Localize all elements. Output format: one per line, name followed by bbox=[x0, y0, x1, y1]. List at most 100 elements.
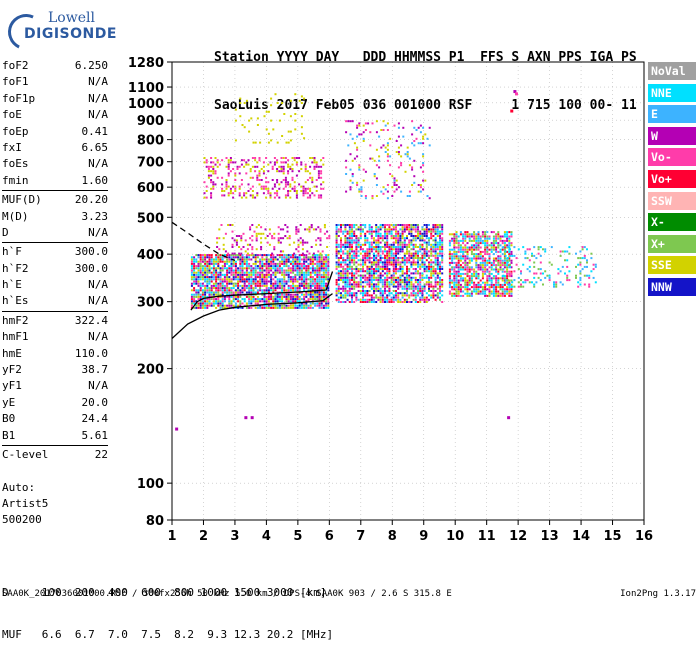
echo-point bbox=[255, 226, 258, 229]
echo-point bbox=[278, 287, 281, 290]
echo-point bbox=[459, 250, 462, 253]
echo-point bbox=[265, 196, 268, 199]
echo-point bbox=[260, 185, 263, 188]
echo-point bbox=[325, 293, 328, 296]
echo-point bbox=[276, 168, 279, 170]
echo-point bbox=[464, 268, 467, 271]
echo-point bbox=[470, 275, 473, 278]
echo-point bbox=[366, 270, 369, 273]
echo-point bbox=[355, 261, 358, 264]
echo-point bbox=[265, 300, 268, 303]
echo-point bbox=[280, 168, 283, 170]
echo-point bbox=[293, 187, 296, 190]
echo-point bbox=[195, 276, 198, 279]
echo-point bbox=[276, 141, 279, 144]
echo-point bbox=[300, 161, 303, 164]
echo-point bbox=[375, 195, 378, 197]
echo-point bbox=[255, 237, 258, 240]
echo-point bbox=[484, 235, 487, 238]
echo-point bbox=[348, 301, 351, 303]
echo-point bbox=[464, 231, 467, 234]
echo-point bbox=[436, 246, 439, 248]
echo-point bbox=[359, 237, 362, 240]
echo-point bbox=[425, 232, 428, 235]
echo-point bbox=[351, 298, 353, 301]
param-row: B1 5.61 bbox=[2, 428, 108, 444]
echo-point bbox=[419, 248, 422, 251]
echo-point bbox=[384, 283, 386, 286]
echo-point bbox=[283, 258, 286, 261]
echo-point bbox=[206, 298, 209, 301]
echo-point bbox=[412, 294, 415, 297]
echo-point bbox=[506, 231, 509, 234]
echo-point bbox=[238, 187, 241, 190]
echo-point bbox=[270, 287, 273, 290]
echo-point bbox=[430, 268, 433, 270]
param-value: 6.65 bbox=[81, 140, 109, 154]
echo-point bbox=[351, 230, 353, 233]
echo-point bbox=[481, 231, 484, 234]
echo-point bbox=[237, 287, 240, 290]
echo-point bbox=[356, 146, 359, 149]
echo-point bbox=[208, 298, 211, 301]
auto-label: Auto: bbox=[2, 481, 36, 494]
echo-point bbox=[219, 282, 222, 285]
echo-point bbox=[348, 276, 351, 279]
echo-point bbox=[544, 276, 547, 279]
echo-point bbox=[490, 246, 493, 249]
echo-point bbox=[342, 296, 345, 299]
echo-point bbox=[295, 194, 298, 197]
echo-point bbox=[408, 257, 411, 259]
echo-point bbox=[208, 276, 211, 279]
echo-point bbox=[370, 301, 373, 303]
echo-point bbox=[353, 285, 356, 288]
echo-point bbox=[393, 177, 396, 180]
echo-point bbox=[419, 250, 422, 253]
echo-point bbox=[206, 262, 209, 265]
echo-point bbox=[366, 301, 369, 303]
echo-point bbox=[504, 254, 507, 257]
echo-point bbox=[484, 286, 487, 289]
echo-point bbox=[436, 226, 439, 229]
echo-point bbox=[421, 265, 424, 268]
echo-point bbox=[235, 239, 238, 242]
echo-point bbox=[283, 278, 286, 281]
echo-point bbox=[455, 255, 458, 258]
echo-point bbox=[419, 263, 422, 266]
echo-point bbox=[441, 239, 444, 242]
echo-point bbox=[322, 262, 325, 265]
echo-point bbox=[301, 239, 304, 242]
echo-point bbox=[224, 232, 227, 235]
echo-point bbox=[436, 243, 439, 246]
echo-point bbox=[303, 289, 306, 292]
echo-point bbox=[408, 274, 411, 277]
echo-point bbox=[395, 230, 397, 233]
echo-point bbox=[499, 237, 502, 240]
echo-point bbox=[245, 256, 248, 259]
echo-point bbox=[466, 286, 469, 289]
echo-point bbox=[508, 259, 511, 262]
echo-point bbox=[492, 290, 495, 293]
echo-point bbox=[401, 226, 404, 229]
echo-point bbox=[486, 268, 489, 271]
echo-point bbox=[305, 276, 308, 279]
echo-point bbox=[289, 99, 292, 102]
echo-point bbox=[199, 273, 202, 276]
echo-point bbox=[251, 190, 254, 192]
echo-point bbox=[524, 257, 527, 260]
y-tick-label: 1100 bbox=[128, 81, 164, 96]
echo-point bbox=[285, 282, 288, 285]
echo-point bbox=[217, 273, 220, 276]
echo-point bbox=[254, 260, 257, 263]
echo-point bbox=[492, 277, 495, 280]
echo-point bbox=[267, 265, 270, 268]
echo-point bbox=[267, 132, 270, 135]
echo-point bbox=[528, 265, 531, 268]
x-tick-label: 1 bbox=[167, 529, 176, 544]
echo-point bbox=[466, 292, 469, 295]
echo-point bbox=[436, 224, 439, 226]
echo-point bbox=[434, 257, 437, 259]
echo-point bbox=[353, 241, 356, 244]
echo-point bbox=[316, 276, 319, 279]
echo-point bbox=[399, 261, 402, 264]
